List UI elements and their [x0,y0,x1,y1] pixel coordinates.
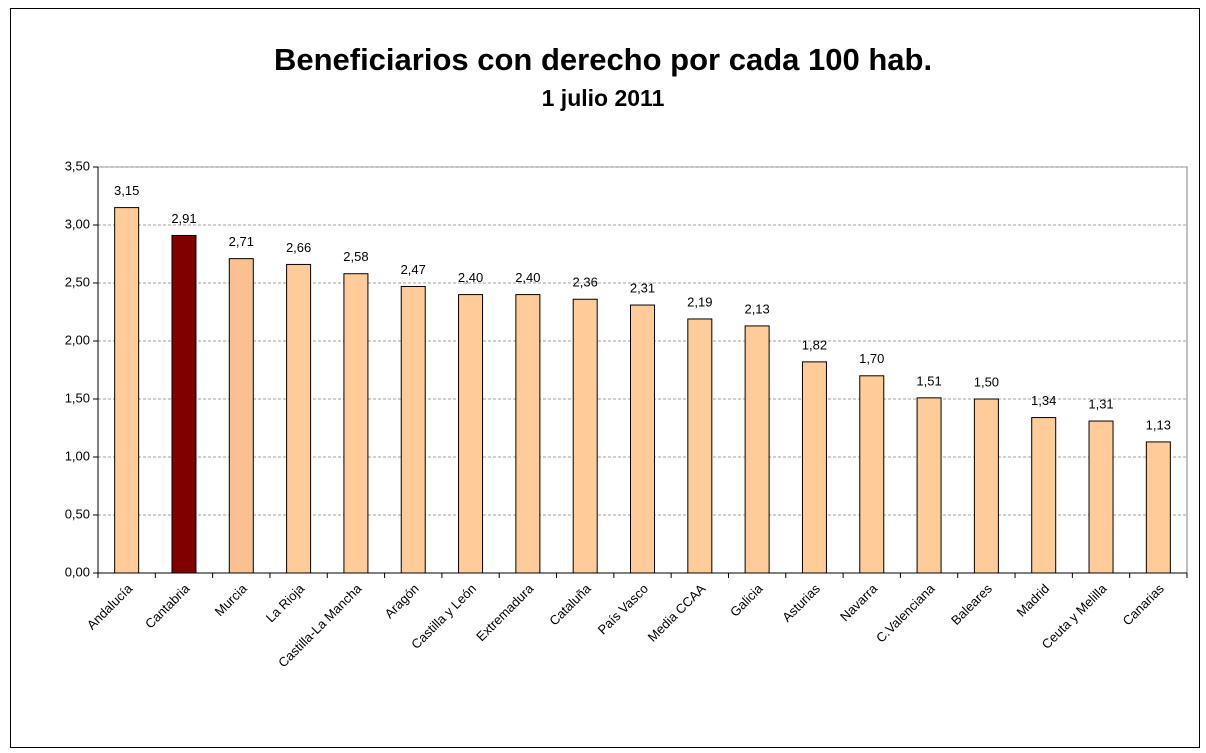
y-tick-label: 3,00 [65,216,90,231]
bar [228,258,254,574]
data-label: 2,66 [286,240,311,255]
data-label: 2,91 [171,211,196,226]
y-tick-label: 3,50 [65,158,90,173]
bar [687,318,713,574]
y-tick-label: 1,00 [65,448,90,463]
bar [859,375,885,574]
data-label: 2,19 [687,294,712,309]
bar [801,361,827,574]
y-tick-label: 0,00 [65,564,90,579]
bar [1145,441,1171,574]
bar [458,294,484,574]
data-label: 1,82 [802,337,827,352]
data-label: 2,13 [744,301,769,316]
data-label: 1,51 [916,373,941,388]
bar [171,234,197,574]
data-label: 3,15 [114,183,139,198]
bar [515,294,541,574]
data-label: 1,70 [859,351,884,366]
chart-title: Beneficiarios con derecho por cada 100 h… [274,42,932,77]
bar [916,397,942,574]
bar [572,298,598,574]
data-label: 1,31 [1088,396,1113,411]
data-label: 1,50 [974,374,999,389]
y-tick-label: 2,50 [65,274,90,289]
bar [973,398,999,574]
bar [630,304,655,574]
data-label: 1,34 [1031,393,1056,408]
bar [1031,417,1057,574]
bar [343,273,369,574]
data-label: 2,40 [515,270,540,285]
data-label: 2,40 [458,270,483,285]
bar [114,207,140,574]
data-label: 1,13 [1146,417,1171,432]
bar [400,285,426,574]
y-tick-label: 1,50 [65,390,90,405]
data-label: 2,47 [401,262,426,277]
y-tick-label: 2,00 [65,332,90,347]
bar [744,325,770,574]
data-label: 2,31 [630,280,655,295]
data-label: 2,71 [229,234,254,249]
data-label: 2,58 [343,249,368,264]
bar [286,263,312,574]
data-label: 2,36 [573,275,598,290]
chart-subtitle: 1 julio 2011 [542,85,665,111]
bar [1088,420,1114,574]
y-tick-label: 0,50 [65,506,90,521]
